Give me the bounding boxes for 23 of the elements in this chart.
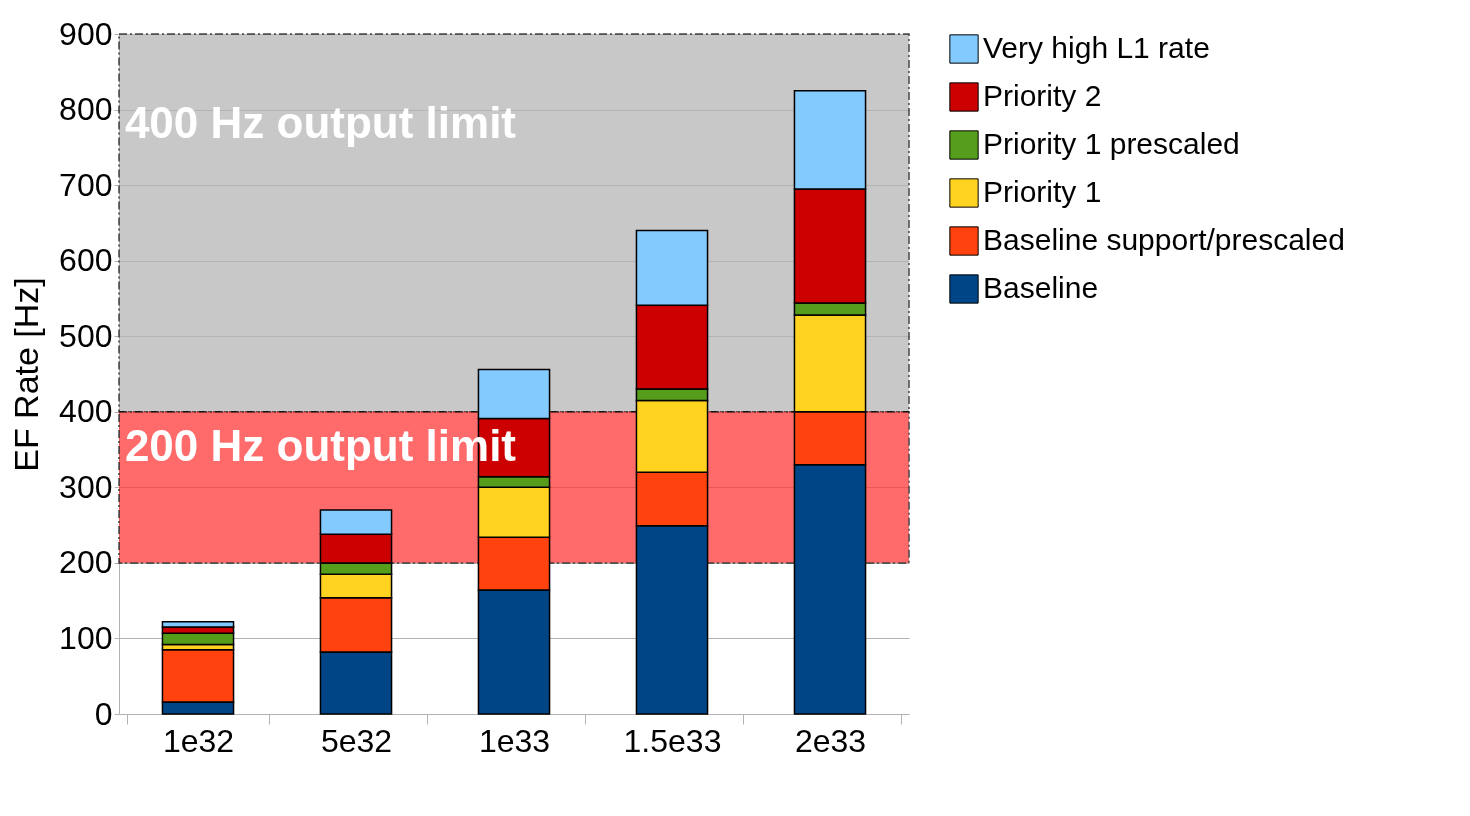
x-tick-label: 1e32 <box>162 722 235 759</box>
y-axis-title: EF Rate [Hz] <box>7 277 46 472</box>
y-tick-label: 600 <box>59 242 113 279</box>
legend-label: Priority 2 <box>983 79 1102 112</box>
y-tick-label: 100 <box>59 619 113 656</box>
y-tick-label: 800 <box>59 91 113 128</box>
legend-label: Priority 1 prescaled <box>983 127 1240 160</box>
legend-label: Priority 1 <box>983 175 1102 208</box>
y-tick-label: 700 <box>59 166 113 203</box>
y-tick-label: 900 <box>59 15 113 52</box>
x-tick-label: 2e33 <box>794 722 867 759</box>
y-tick-label: 300 <box>59 468 113 505</box>
x-tick-label: 5e32 <box>320 722 393 759</box>
legend-label: Baseline <box>983 271 1099 304</box>
x-tick-label: 1.5e33 <box>623 722 722 759</box>
legend-label: Baseline support/prescaled <box>983 223 1345 256</box>
band-label: 400 Hz output limit <box>124 97 517 147</box>
y-tick-label: 500 <box>59 317 113 354</box>
y-tick-label: 0 <box>94 695 113 732</box>
legend-label: Very high L1 rate <box>983 31 1210 64</box>
y-tick-label: 400 <box>59 393 113 430</box>
y-tick-label: 200 <box>59 544 113 581</box>
x-tick-label: 1e33 <box>478 722 551 759</box>
